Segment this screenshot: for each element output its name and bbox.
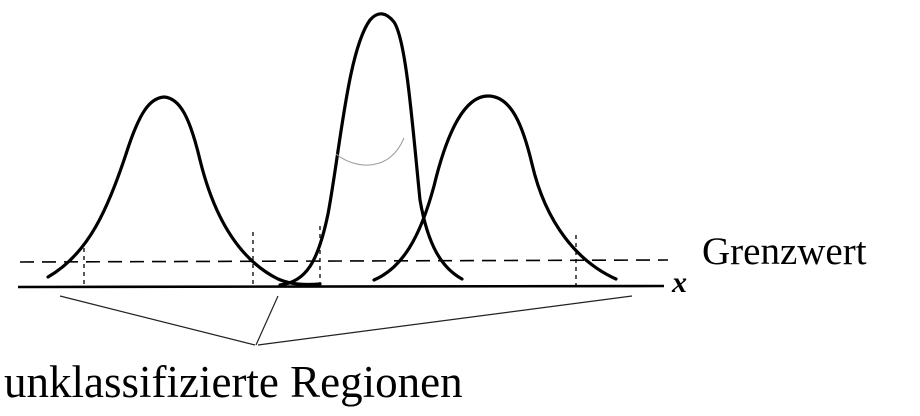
unclassified-regions-label: unklassifizierte Regionen [4, 357, 463, 407]
threshold-label: Grenzwert [702, 230, 867, 273]
pointer-line-middle [255, 295, 279, 346]
faint-arc [335, 137, 405, 166]
center-gaussian-curve [278, 12, 464, 287]
threshold-line [19, 259, 669, 263]
pointer-line-right [257, 295, 633, 346]
x-axis [17, 284, 665, 289]
pointer-line-left [59, 295, 256, 346]
right-gaussian-curve [372, 94, 618, 282]
x-axis-label: x [672, 266, 687, 299]
left-gaussian-curve [46, 95, 322, 287]
